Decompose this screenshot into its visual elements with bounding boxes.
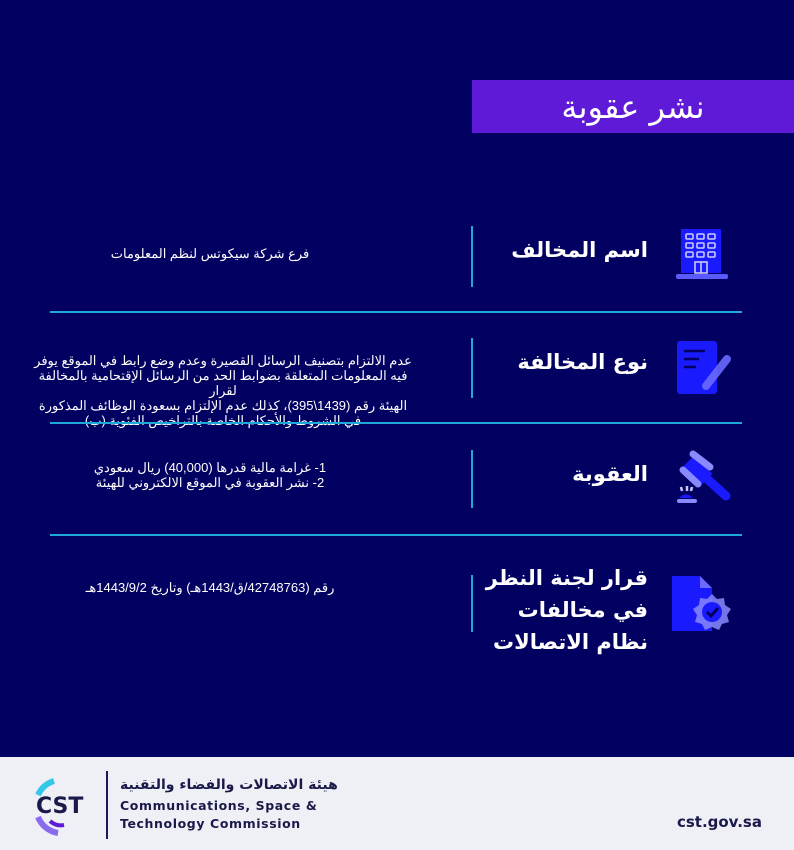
divider bbox=[50, 311, 742, 313]
divider bbox=[471, 575, 473, 632]
violation-type-label: نوع المخالفة bbox=[517, 350, 648, 374]
divider bbox=[471, 338, 473, 398]
building-icon bbox=[676, 229, 728, 279]
penalty-label: العقوبة bbox=[572, 462, 648, 486]
value-line: 2- نشر العقوبة في الموقع الالكتروني للهي… bbox=[95, 475, 325, 490]
org-name-line: Technology Commission bbox=[120, 816, 301, 831]
footer: CST هيئة الاتصالات والفضاء والتقنية Comm… bbox=[0, 757, 794, 850]
committee-decision-label: قرار لجنة النظر في مخالفات نظام الاتصالا… bbox=[486, 562, 648, 658]
divider bbox=[471, 226, 473, 287]
divider bbox=[50, 422, 742, 424]
page-title: نشر عقوبة bbox=[472, 80, 794, 133]
document-edit-icon bbox=[677, 341, 731, 394]
org-name-line: Communications, Space & bbox=[120, 798, 318, 813]
org-name-arabic: هيئة الاتصالات والفضاء والتقنية bbox=[120, 777, 338, 793]
website-link[interactable]: cst.gov.sa bbox=[676, 813, 762, 831]
verified-document-icon bbox=[672, 576, 731, 631]
divider bbox=[106, 771, 108, 839]
label-line: قرار لجنة النظر bbox=[485, 566, 648, 590]
label-line: في مخالفات bbox=[517, 598, 648, 622]
violation-type-value: عدم الالتزام بتصنيف الرسائل القصيرة وعدم… bbox=[28, 353, 418, 428]
value-line: في الشروط والأحكام الخاصة بالتراخيص الفئ… bbox=[84, 413, 362, 428]
violator-name-label: اسم المخالف bbox=[511, 238, 648, 262]
value-line: فيه المعلومات المتعلقة بضوابط الحد من ال… bbox=[38, 368, 408, 398]
divider bbox=[471, 450, 473, 508]
value-line: عدم الالتزام بتصنيف الرسائل القصيرة وعدم… bbox=[34, 353, 412, 368]
penalty-notice: نشر عقوبة اسم المخالف فرع شركة سيكوتس لن… bbox=[28, 80, 794, 658]
cst-logo: CST bbox=[35, 778, 83, 836]
divider bbox=[50, 534, 742, 536]
penalty-value: 1- غرامة مالية قدرها (40,000) ريال سعودي… bbox=[60, 460, 360, 490]
label-line: نظام الاتصالات bbox=[493, 630, 648, 654]
org-name-english: Communications, Space & Technology Commi… bbox=[120, 797, 317, 833]
value-line: الهيئة رقم (1439\395)، كذلك عدم الإلتزام… bbox=[38, 398, 408, 413]
logo-text: CST bbox=[36, 794, 83, 819]
gavel-icon bbox=[677, 450, 731, 503]
value-line: 1- غرامة مالية قدرها (40,000) ريال سعودي bbox=[93, 460, 327, 475]
committee-decision-value: رقم (42748763/ق/1443هـ) وتاريخ 1443/9/2ه… bbox=[85, 580, 335, 595]
violator-name-value: فرع شركة سيكوتس لنظم المعلومات bbox=[110, 246, 310, 261]
